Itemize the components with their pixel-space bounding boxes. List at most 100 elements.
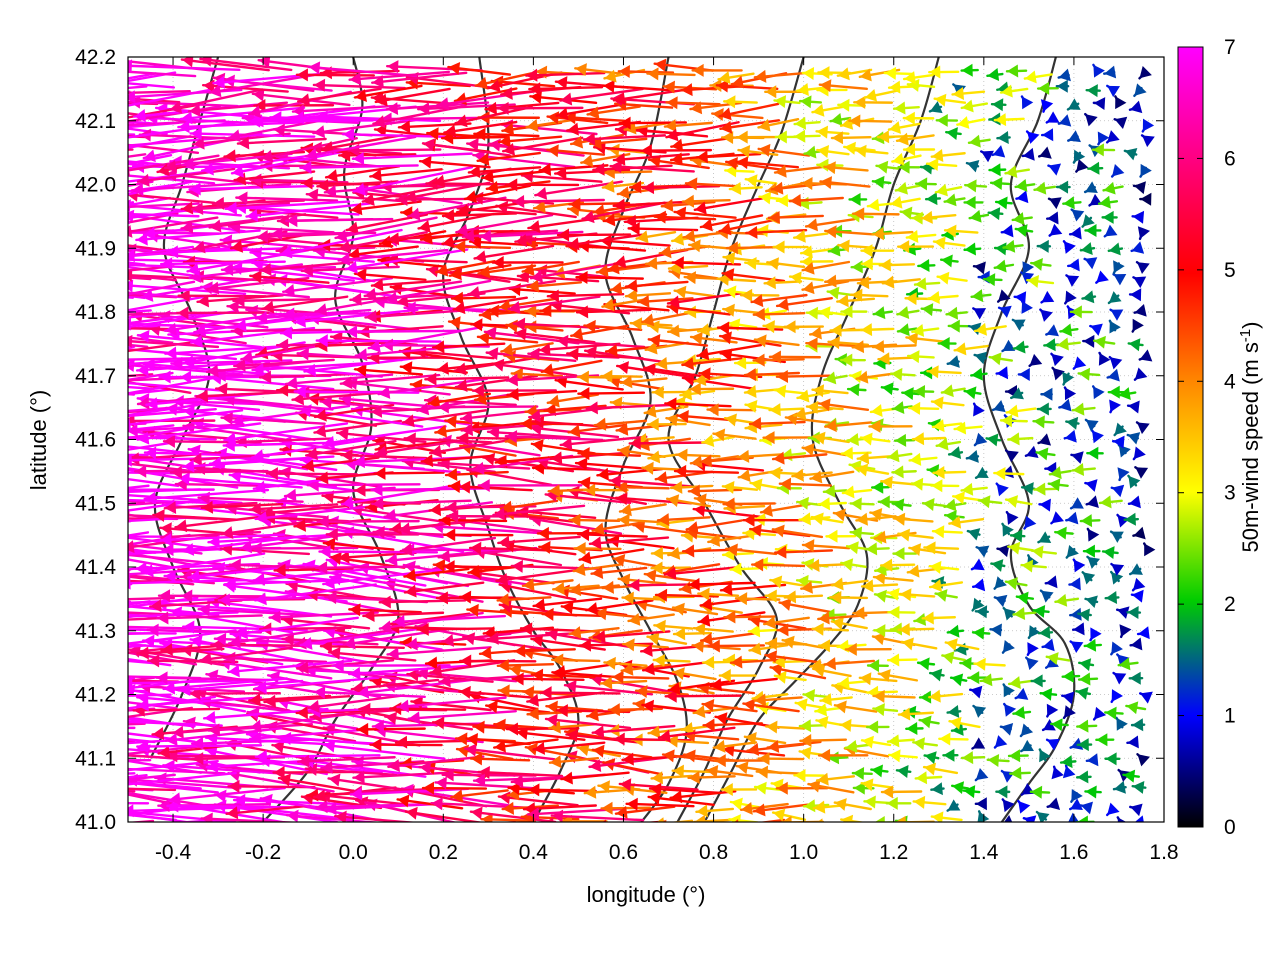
wind-arrow [427, 392, 492, 409]
wind-arrow [773, 670, 807, 684]
wind-arrow [883, 66, 914, 80]
wind-arrow [697, 587, 740, 601]
wind-arrow [715, 79, 779, 93]
wind-arrow [1065, 416, 1080, 430]
wind-arrow [450, 789, 509, 803]
wind-arrow [849, 526, 875, 540]
wind-arrow [513, 644, 576, 658]
wind-arrow [764, 720, 806, 734]
wind-arrow [863, 795, 891, 809]
wind-arrow [942, 748, 959, 762]
wind-arrow [802, 689, 829, 702]
wind-arrow [996, 544, 1010, 558]
wind-arrow [1112, 671, 1127, 685]
wind-arrow [1128, 288, 1142, 302]
wind-arrow [886, 653, 918, 667]
wind-arrow [1114, 95, 1127, 110]
wind-arrow [1139, 691, 1153, 704]
wind-arrow [1123, 148, 1138, 161]
wind-arrow [167, 786, 286, 806]
wind-arrow [988, 352, 1014, 366]
wind-arrow [811, 384, 849, 398]
wind-arrow [647, 334, 709, 347]
wind-arrow [951, 87, 986, 100]
wind-arrow [128, 498, 226, 505]
wind-arrow [190, 201, 291, 216]
wind-arrow [159, 257, 286, 271]
wind-arrow [1020, 95, 1034, 110]
wind-arrow [1095, 270, 1109, 284]
wind-arrow [910, 477, 939, 491]
wind-arrow [1079, 801, 1093, 815]
wind-arrow [396, 794, 464, 810]
wind-arrow [1107, 291, 1122, 305]
wind-arrow [1032, 604, 1050, 618]
wind-arrow [1057, 114, 1072, 127]
wind-arrow [600, 369, 643, 383]
wind-arrow [619, 375, 668, 389]
wind-arrow [1022, 261, 1035, 276]
wind-arrow [152, 509, 239, 523]
x-tick-label: 1.4 [969, 841, 999, 864]
wind-arrow [1063, 429, 1077, 443]
wind-arrow [1125, 701, 1147, 715]
wind-arrow [743, 385, 780, 398]
wind-arrow [1035, 447, 1056, 461]
wind-arrow [1004, 577, 1028, 590]
wind-arrow [1023, 515, 1037, 530]
wind-arrow [897, 622, 935, 636]
wind-arrow [671, 256, 742, 270]
wind-arrow [128, 408, 217, 418]
wind-arrow [1027, 625, 1041, 640]
wind-arrow [838, 718, 875, 732]
wind-arrow [351, 151, 473, 165]
wind-arrow [179, 106, 306, 125]
wind-arrow [1131, 781, 1147, 794]
wind-arrow [706, 403, 757, 417]
wind-arrow [647, 154, 710, 170]
wind-arrow [378, 595, 467, 609]
y-tick-label: 41.1 [75, 747, 116, 770]
wind-arrow [164, 727, 283, 746]
wind-arrow [128, 244, 169, 252]
wind-arrow [999, 723, 1014, 736]
wind-arrow [511, 195, 605, 209]
wind-arrow [779, 448, 807, 462]
wind-arrow [7, 798, 126, 811]
wind-arrow [577, 387, 646, 401]
wind-arrow [989, 623, 1003, 637]
wind-arrow [687, 577, 756, 591]
wind-arrow [136, 696, 263, 712]
wind-arrow [993, 259, 1015, 273]
wind-arrow [646, 632, 688, 646]
wind-arrow [747, 624, 779, 638]
wind-arrow [941, 651, 966, 665]
wind-arrow [908, 452, 938, 466]
wind-arrow [840, 814, 867, 822]
wind-arrow [1039, 308, 1053, 322]
wind-arrow [164, 344, 290, 360]
wind-arrow [220, 519, 313, 540]
wind-arrow [1103, 224, 1118, 238]
wind-arrow [936, 271, 968, 285]
wind-arrow [474, 72, 533, 90]
wind-arrow [973, 322, 1007, 336]
wind-arrow [321, 425, 447, 449]
wind-arrow [885, 796, 912, 810]
wind-arrow [665, 734, 710, 748]
colorbar-label-main: 50m-wind speed (m s [1238, 342, 1263, 552]
wind-arrow [458, 654, 537, 668]
wind-arrow [929, 668, 945, 682]
wind-arrow [932, 466, 967, 480]
wind-arrow [322, 739, 446, 760]
wind-arrow [664, 397, 732, 411]
wind-arrow [236, 136, 327, 150]
wind-arrow [673, 285, 717, 299]
wind-arrow [385, 60, 484, 74]
wind-arrow [1038, 748, 1051, 763]
wind-arrow [773, 384, 806, 398]
wind-arrow [548, 755, 600, 769]
wind-arrow [844, 642, 892, 656]
wind-arrow [176, 306, 270, 320]
wind-arrow [128, 166, 136, 170]
